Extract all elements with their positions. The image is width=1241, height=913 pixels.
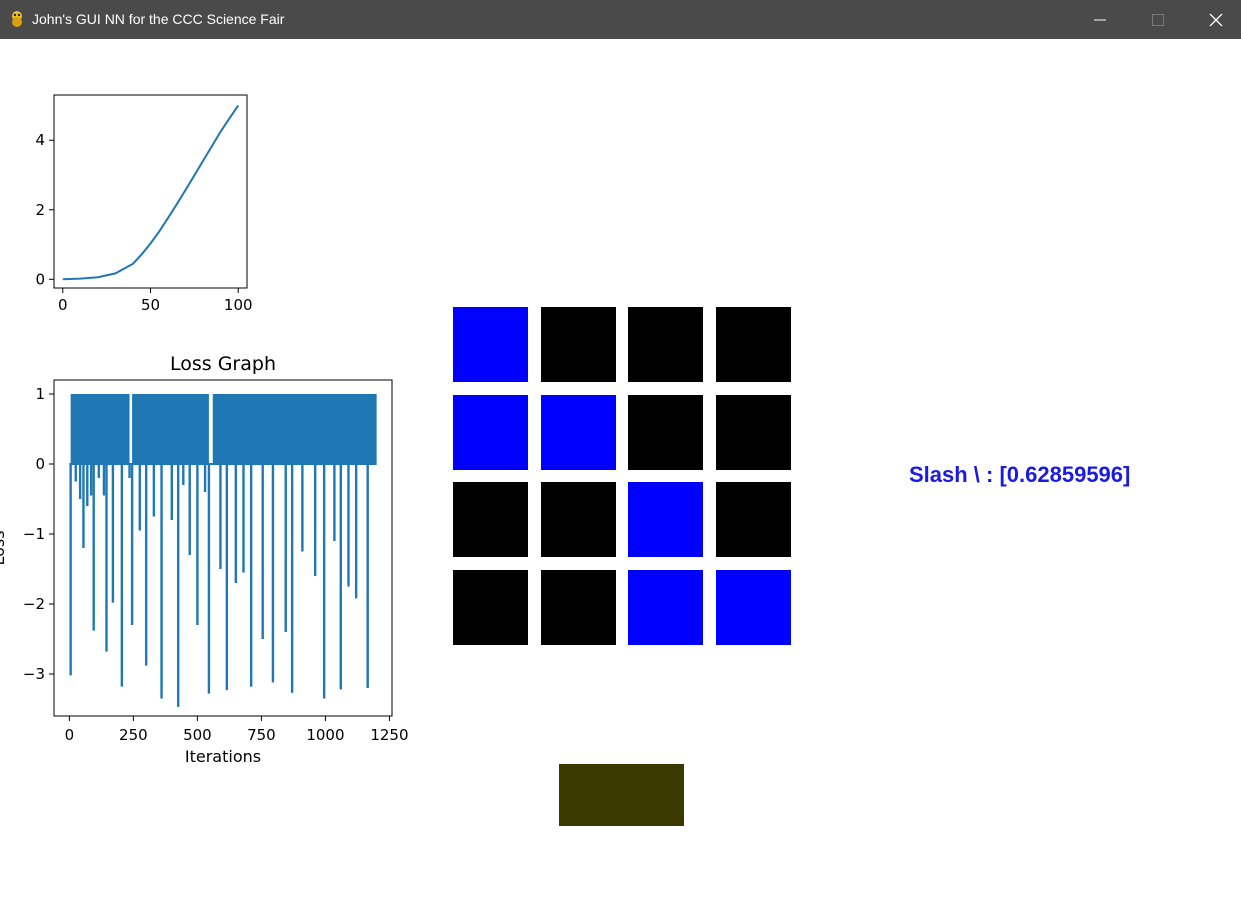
x-tick-label: 1000 — [306, 726, 344, 744]
x-tick-label: 500 — [183, 726, 212, 744]
y-tick-label: 0 — [35, 455, 45, 473]
grid-cell-0-3[interactable] — [715, 307, 791, 382]
grid-cell-3-3[interactable] — [715, 569, 791, 645]
grid-cell-3-2[interactable] — [628, 569, 703, 645]
maximize-button[interactable] — [1129, 0, 1187, 39]
grid-cell-3-0[interactable] — [453, 569, 528, 645]
x-tick-label: 100 — [224, 296, 253, 314]
x-tick-label: 0 — [58, 296, 68, 314]
x-tick-label: 250 — [119, 726, 148, 744]
minimize-button[interactable] — [1071, 0, 1129, 39]
plot-frame — [53, 379, 393, 717]
maximize-icon — [1152, 13, 1164, 26]
grid-cell-0-0[interactable] — [453, 307, 528, 382]
loss-band — [132, 394, 209, 464]
series-line — [62, 104, 240, 281]
y-tick-label: −1 — [23, 525, 45, 543]
grid-cell-1-3[interactable] — [715, 394, 791, 470]
grid-cell-1-2[interactable] — [628, 394, 703, 470]
x-tick-label: 0 — [65, 726, 75, 744]
chart-title: Loss Graph — [170, 353, 276, 375]
window-titlebar[interactable]: John's GUI NN for the CCC Science Fair — [0, 0, 1241, 39]
x-tick-label: 50 — [141, 296, 160, 314]
loss-chart: 0 250 500 750 1000 1250 1 0 −1 −2 −3 Loss Graph Iter… — [0, 353, 409, 766]
plot-frame — [53, 94, 248, 289]
close-icon — [1209, 13, 1223, 26]
x-tick-label: 1250 — [370, 726, 408, 744]
y-tick-label: 1 — [35, 385, 45, 403]
window-title: John's GUI NN for the CCC Science Fair — [32, 11, 285, 27]
curve-chart: 0 50 100 0 2 4 — [35, 94, 253, 314]
grid-cell-2-0[interactable] — [453, 482, 528, 557]
minimize-icon — [1094, 19, 1106, 20]
python-snake-icon — [12, 11, 22, 27]
grid-cell-1-1[interactable] — [540, 394, 616, 470]
y-tick-label: 2 — [35, 201, 45, 219]
grid-cell-3-1[interactable] — [540, 569, 616, 645]
y-axis-label: Loss — [0, 530, 8, 565]
grid-cell-0-2[interactable] — [628, 307, 703, 382]
grid-cell-2-3[interactable] — [715, 482, 791, 557]
y-tick-label: −3 — [23, 665, 45, 683]
y-tick-label: −2 — [23, 595, 45, 613]
grid-cell-2-2[interactable] — [628, 482, 703, 557]
submit-button[interactable] — [559, 764, 684, 826]
loss-band — [212, 394, 377, 464]
grid-cell-2-1[interactable] — [540, 482, 616, 557]
close-button[interactable] — [1187, 0, 1241, 39]
loss-band — [70, 394, 130, 464]
x-tick-label: 750 — [247, 726, 276, 744]
grid-cell-1-0[interactable] — [453, 394, 528, 470]
prediction-label: Slash \ : [0.62859596] — [909, 462, 1131, 487]
y-tick-label: 4 — [35, 131, 45, 149]
x-axis-label: Iterations — [185, 747, 261, 766]
y-tick-label: 0 — [35, 270, 45, 288]
grid-cell-0-1[interactable] — [540, 307, 616, 382]
